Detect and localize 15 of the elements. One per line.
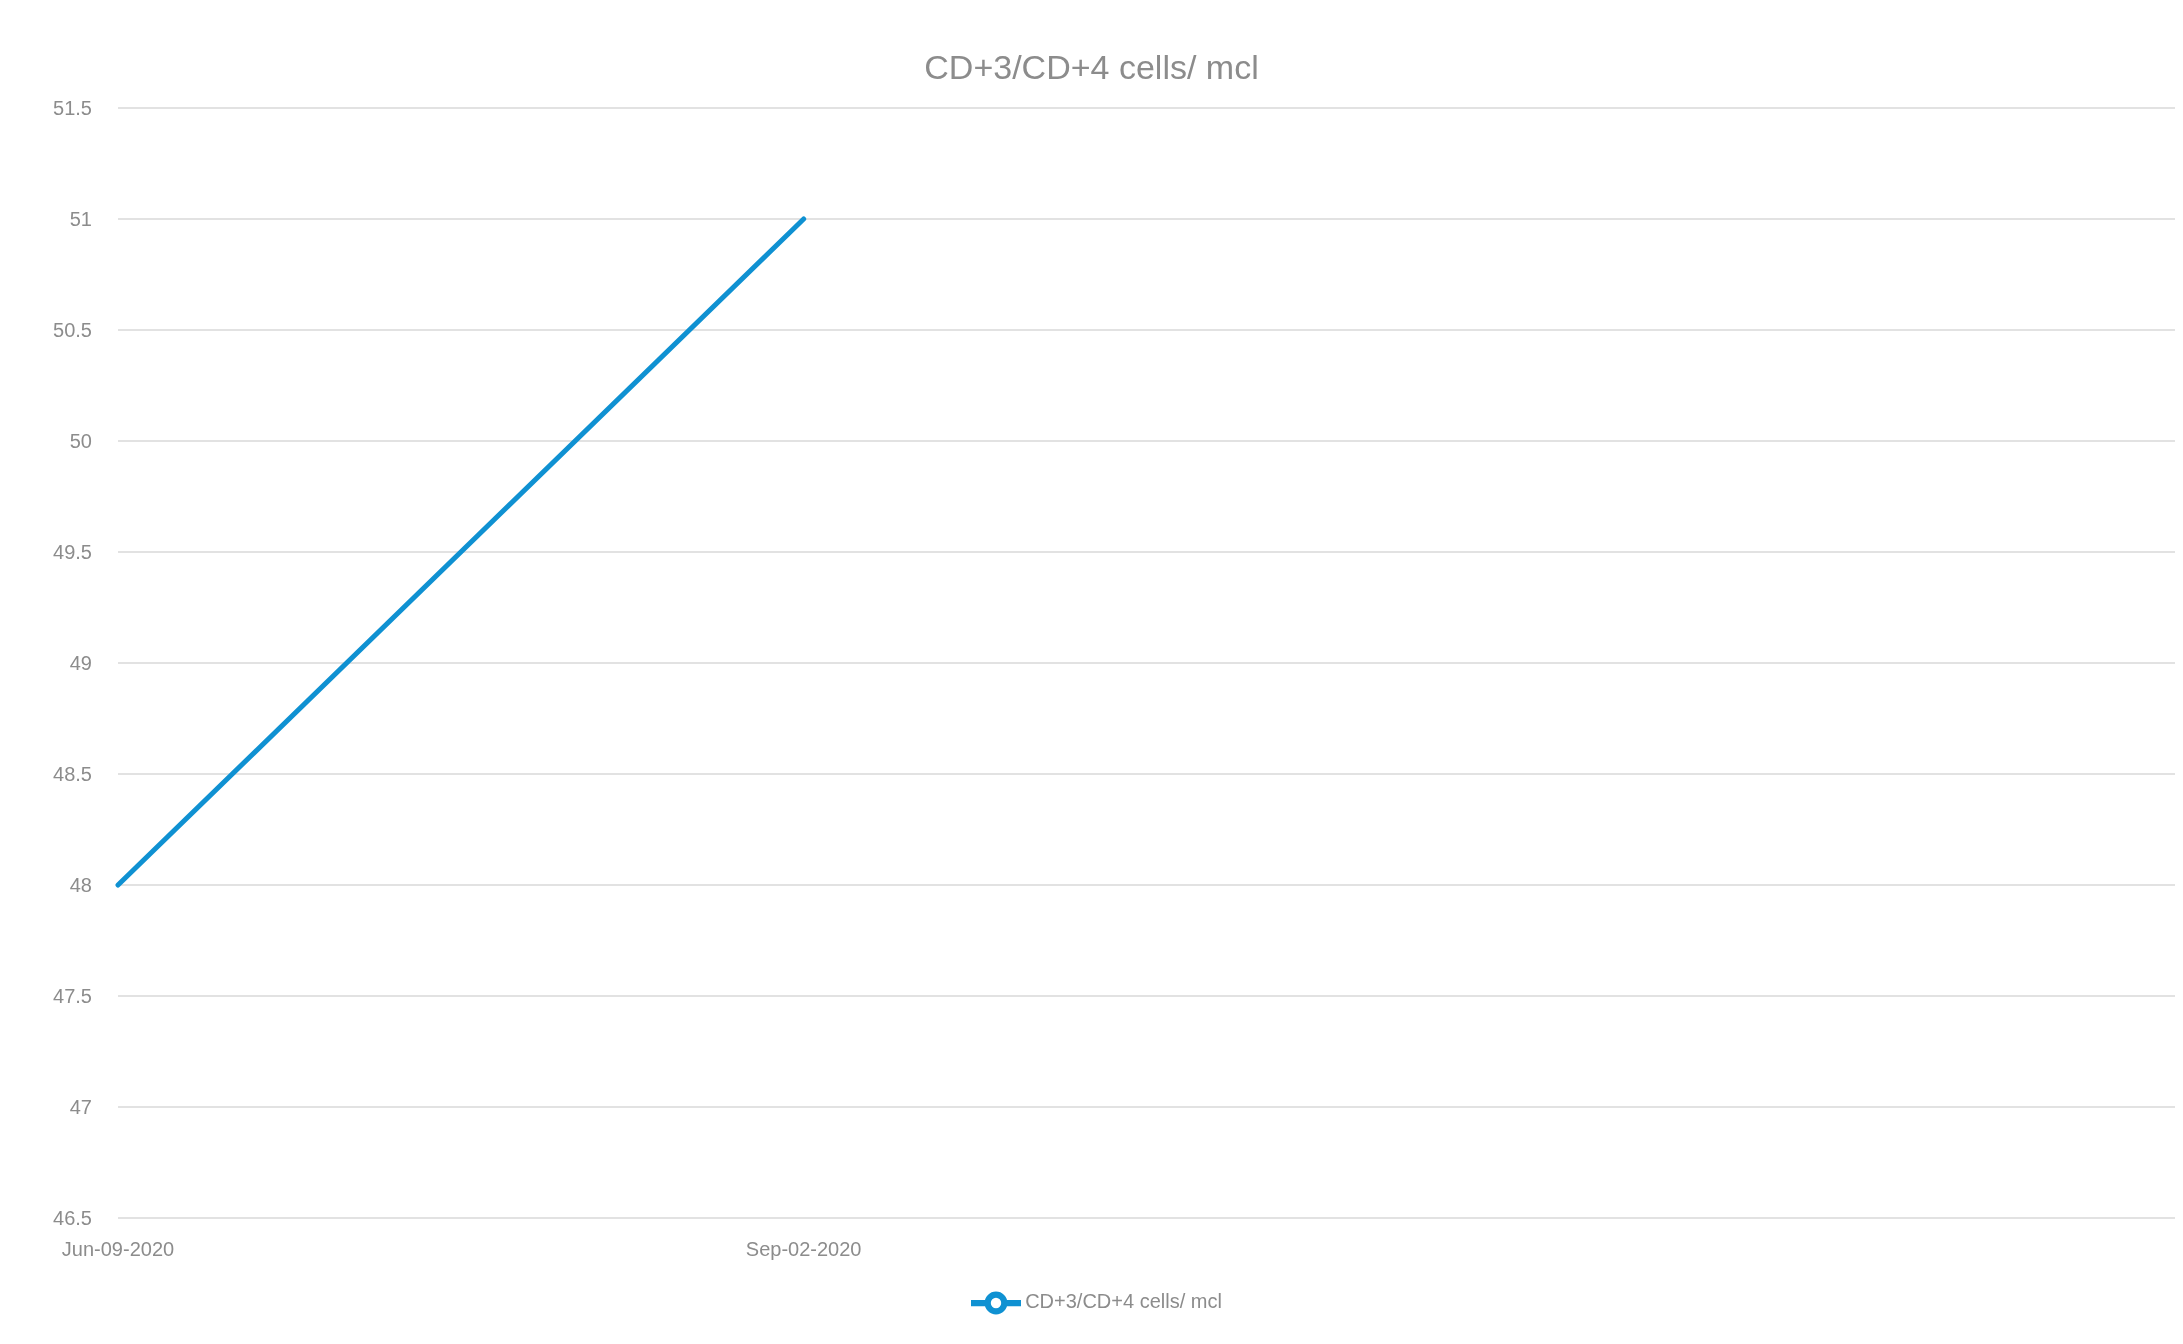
- y-tick-label: 49.5: [53, 541, 92, 564]
- y-tick-label: 47.5: [53, 985, 92, 1008]
- y-tick-label: 48.5: [53, 763, 92, 786]
- y-tick-label: 46.5: [53, 1207, 92, 1230]
- legend-label: CD+3/CD+4 cells/ mcl: [1025, 1290, 1222, 1313]
- chart-title: CD+3/CD+4 cells/ mcl: [923, 48, 1260, 87]
- x-tick-label: Jun-09-2020: [61, 1238, 175, 1261]
- y-tick-label: 49: [69, 652, 92, 675]
- y-tick-label: 50.5: [53, 319, 92, 342]
- x-tick-label: Sep-02-2020: [745, 1238, 862, 1261]
- y-tick-label: 51.5: [53, 97, 92, 120]
- y-tick-label: 50: [69, 430, 92, 453]
- y-tick-label: 51: [69, 208, 92, 231]
- y-tick-label: 47: [69, 1096, 92, 1119]
- y-tick-label: 48: [69, 874, 92, 897]
